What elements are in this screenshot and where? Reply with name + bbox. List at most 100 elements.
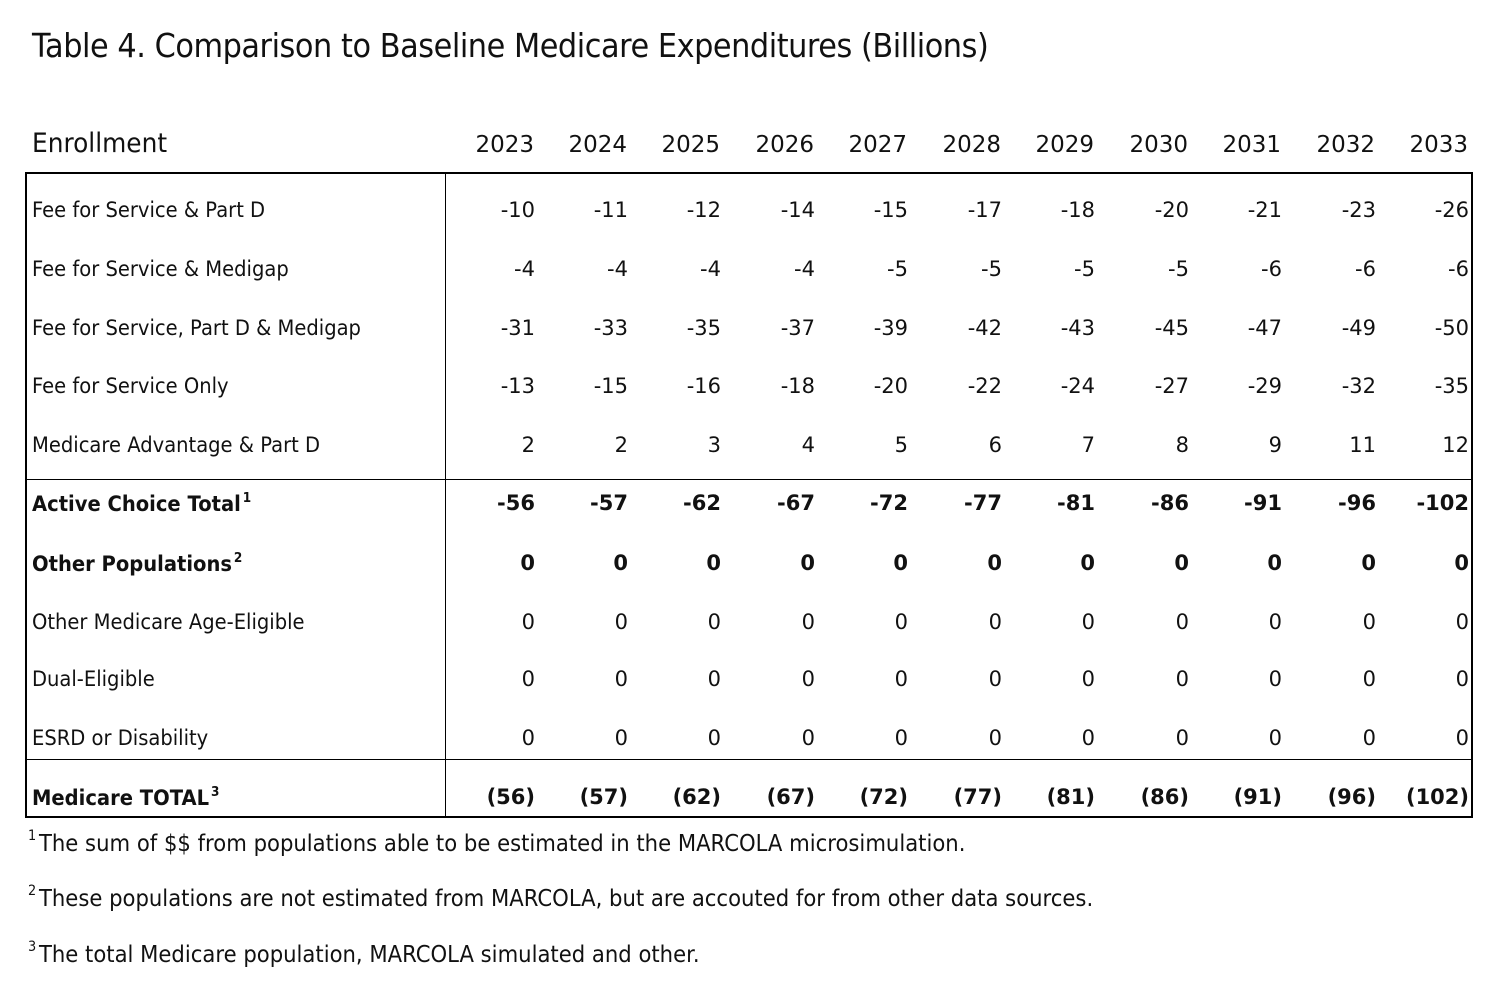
table-cell: -31 bbox=[500, 316, 535, 340]
table-cell: 0 bbox=[614, 610, 628, 634]
row-label: Other Populations 2 bbox=[32, 551, 242, 576]
table-cell: 0 bbox=[1268, 667, 1282, 691]
table-cell: (81) bbox=[1046, 785, 1095, 809]
row-label: Medicare Advantage & Part D bbox=[32, 433, 320, 457]
table-cell: 0 bbox=[1455, 610, 1469, 634]
year-header: 2030 bbox=[1129, 132, 1188, 158]
footnote-text: The sum of $$ from populations able to b… bbox=[38, 831, 966, 857]
row-label: ESRD or Disability bbox=[32, 726, 208, 750]
table-cell: 0 bbox=[894, 667, 908, 691]
table-cell: 0 bbox=[988, 726, 1002, 750]
table-cell: (67) bbox=[766, 785, 815, 809]
year-header: 2029 bbox=[1035, 132, 1094, 158]
table-cell: 0 bbox=[1081, 610, 1095, 634]
table-cell: -37 bbox=[780, 316, 815, 340]
footnote-marker: 1 bbox=[242, 491, 252, 506]
table-cell: -22 bbox=[967, 374, 1002, 398]
footnote: 3 The total Medicare population, MARCOLA … bbox=[28, 939, 700, 968]
table-cell: -4 bbox=[700, 257, 721, 281]
table-cell: 5 bbox=[894, 433, 908, 457]
row-label: Fee for Service, Part D & Medigap bbox=[32, 316, 361, 340]
table-cell: 0 bbox=[1362, 610, 1376, 634]
table-cell: -86 bbox=[1151, 491, 1189, 515]
table-cell: (72) bbox=[859, 785, 908, 809]
table-cell: -11 bbox=[593, 198, 628, 222]
row-label-text: Fee for Service Only bbox=[32, 374, 229, 398]
year-header: 2033 bbox=[1409, 132, 1468, 158]
table-cell: (86) bbox=[1140, 785, 1189, 809]
footnote-text: The total Medicare population, MARCOLA s… bbox=[38, 942, 700, 968]
enrollment-header: Enrollment bbox=[32, 128, 168, 159]
row-label-text: Medicare TOTAL bbox=[32, 786, 210, 810]
table-header: Enrollment 2023 2024 2025 2026 2027 2028 2029 2… bbox=[26, 126, 1474, 170]
table-cell: -18 bbox=[1060, 198, 1095, 222]
table-cell: 0 bbox=[707, 610, 721, 634]
row-label-text: Dual-Eligible bbox=[32, 667, 155, 691]
row-label-text: Fee for Service & Part D bbox=[32, 198, 266, 222]
table-cell: -39 bbox=[873, 316, 908, 340]
row-label-text: Active Choice Total bbox=[32, 492, 241, 516]
table-cell: -47 bbox=[1247, 316, 1282, 340]
table-cell: (77) bbox=[953, 785, 1002, 809]
table-cell: 6 bbox=[988, 433, 1002, 457]
table-cell: -18 bbox=[780, 374, 815, 398]
table-cell: 0 bbox=[1455, 726, 1469, 750]
table-cell: 0 bbox=[1455, 667, 1469, 691]
table-cell: 3 bbox=[707, 433, 721, 457]
table-cell: -6 bbox=[1448, 257, 1469, 281]
footnote-text: These populations are not estimated from… bbox=[38, 886, 1094, 912]
table-cell: 2 bbox=[614, 433, 628, 457]
table-cell: (91) bbox=[1233, 785, 1282, 809]
table-cell: -91 bbox=[1244, 491, 1282, 515]
table-cell: -29 bbox=[1247, 374, 1282, 398]
table-cell: 0 bbox=[614, 726, 628, 750]
row-divider-subtotal bbox=[27, 479, 1471, 480]
table-cell: 0 bbox=[707, 726, 721, 750]
table-cell: (96) bbox=[1327, 785, 1376, 809]
table-cell: 0 bbox=[520, 551, 535, 575]
table-cell: -4 bbox=[794, 257, 815, 281]
table-cell: -26 bbox=[1434, 198, 1469, 222]
table-cell: -27 bbox=[1154, 374, 1189, 398]
year-header: 2032 bbox=[1316, 132, 1375, 158]
table-cell: 2 bbox=[521, 433, 535, 457]
row-label-text: Fee for Service & Medigap bbox=[32, 257, 289, 281]
table-cell: (56) bbox=[486, 785, 535, 809]
table-cell: -5 bbox=[1074, 257, 1095, 281]
column-divider bbox=[445, 174, 446, 816]
table-cell: -20 bbox=[1154, 198, 1189, 222]
table-cell: 0 bbox=[1362, 726, 1376, 750]
table-cell: 0 bbox=[987, 551, 1002, 575]
table-cell: 0 bbox=[801, 726, 815, 750]
table-cell: -6 bbox=[1261, 257, 1282, 281]
year-header: 2026 bbox=[755, 132, 814, 158]
table-cell: -10 bbox=[500, 198, 535, 222]
table-cell: 0 bbox=[801, 610, 815, 634]
table-cell: 0 bbox=[521, 667, 535, 691]
table-cell: 0 bbox=[1081, 667, 1095, 691]
year-header: 2028 bbox=[942, 132, 1001, 158]
table-cell: -57 bbox=[590, 491, 628, 515]
table-cell: 0 bbox=[800, 551, 815, 575]
year-header: 2031 bbox=[1222, 132, 1281, 158]
table-cell: -81 bbox=[1057, 491, 1095, 515]
table-cell: -42 bbox=[967, 316, 1002, 340]
year-header: 2023 bbox=[475, 132, 534, 158]
table-cell: -13 bbox=[500, 374, 535, 398]
year-header: 2027 bbox=[848, 132, 907, 158]
table-cell: 11 bbox=[1349, 433, 1376, 457]
table-cell: -20 bbox=[873, 374, 908, 398]
table-cell: 0 bbox=[988, 610, 1002, 634]
table-cell: -16 bbox=[686, 374, 721, 398]
table-cell: 0 bbox=[894, 726, 908, 750]
table-cell: -56 bbox=[497, 491, 535, 515]
table-cell: -14 bbox=[780, 198, 815, 222]
table-cell: 0 bbox=[1080, 551, 1095, 575]
table-cell: -45 bbox=[1154, 316, 1189, 340]
row-label: Dual-Eligible bbox=[32, 667, 155, 691]
row-label-text: Other Populations bbox=[32, 552, 232, 576]
expenditures-table: Fee for Service & Part D -10 -11 -12 -14 -15 -… bbox=[25, 172, 1473, 818]
row-label: Medicare TOTAL 3 bbox=[32, 785, 219, 810]
table-cell: 0 bbox=[1454, 551, 1469, 575]
table-cell: -35 bbox=[686, 316, 721, 340]
